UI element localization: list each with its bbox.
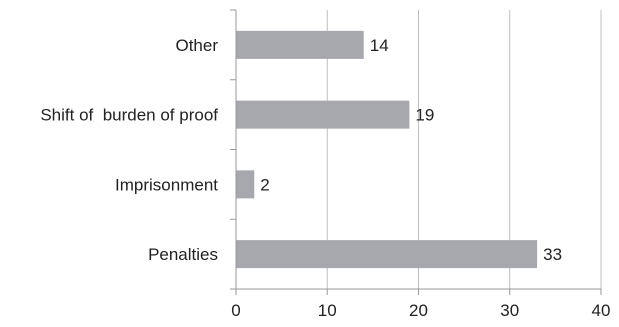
x-tick-label: 30 — [500, 301, 519, 320]
bar — [236, 100, 410, 129]
data-label: 14 — [370, 36, 389, 55]
data-label: 19 — [415, 106, 434, 125]
x-tick-label: 20 — [409, 301, 428, 320]
data-label: 33 — [543, 245, 562, 264]
bar — [236, 30, 364, 59]
labels: 0 10 20 30 40 Other 14 Shift of burden of proof… — [40, 36, 610, 320]
x-tick-label: 10 — [318, 301, 337, 320]
bars — [236, 30, 538, 269]
bar — [236, 170, 255, 199]
x-tick-label: 0 — [231, 301, 240, 320]
axes — [230, 9, 602, 295]
category-label: Other — [175, 36, 218, 55]
category-label: Shift of burden of proof — [40, 106, 218, 125]
category-label: Imprisonment — [115, 175, 218, 194]
data-label: 2 — [260, 175, 269, 194]
x-tick-label: 40 — [592, 301, 611, 320]
category-label: Penalties — [148, 245, 218, 264]
bar — [236, 240, 538, 269]
